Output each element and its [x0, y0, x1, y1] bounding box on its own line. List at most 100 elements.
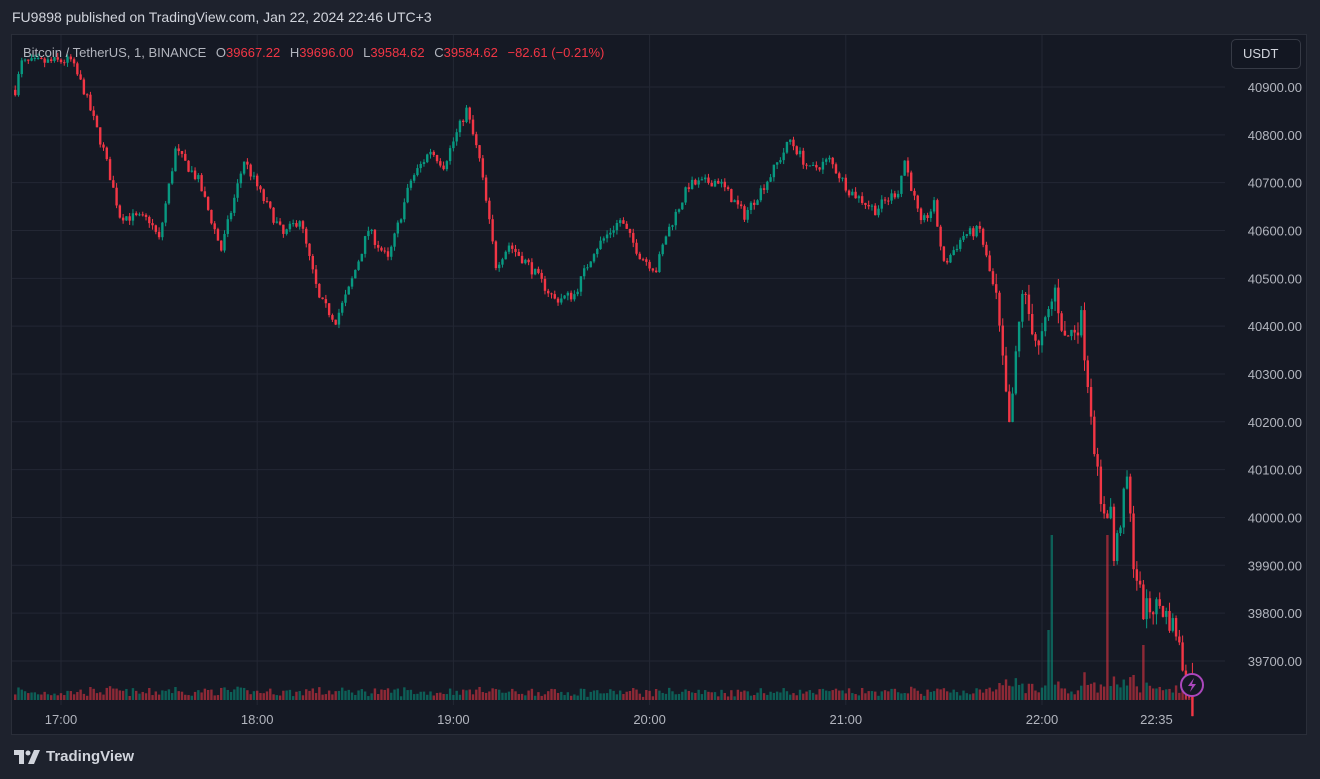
volume-bar: [782, 688, 785, 700]
volume-bar: [59, 693, 63, 700]
tradingview-logo[interactable]: TradingView: [14, 748, 134, 765]
candle-body: [360, 253, 364, 262]
candle-body: [184, 153, 187, 161]
volume-bar: [906, 693, 910, 700]
volume-bar: [553, 689, 556, 700]
volume-bar: [703, 690, 707, 700]
candle-body: [874, 205, 877, 216]
candle-body: [376, 244, 380, 248]
volume-bar: [148, 688, 151, 700]
volume-bar: [638, 693, 641, 700]
candle-body: [1080, 310, 1083, 336]
volume-bar: [475, 689, 478, 700]
volume-bar: [435, 692, 439, 700]
candle-body: [383, 250, 386, 252]
candle-body: [216, 229, 220, 241]
volume-bar: [504, 692, 507, 700]
volume-bar: [236, 686, 239, 700]
volume-bar: [808, 690, 812, 700]
volume-bar: [720, 689, 723, 700]
candle-body: [687, 187, 691, 189]
volume-bar: [1158, 686, 1161, 700]
volume-bar: [347, 689, 350, 700]
volume-bar: [1060, 688, 1063, 700]
alert-lightning-icon[interactable]: [1180, 673, 1204, 697]
candle-body: [167, 183, 171, 204]
volume-bar: [33, 692, 37, 700]
symbol-title[interactable]: Bitcoin / TetherUS, 1, BINANCE: [23, 45, 207, 60]
candle-body: [622, 220, 625, 224]
candle-body: [288, 223, 292, 230]
candle-body: [412, 175, 416, 181]
volume-bar: [305, 689, 308, 700]
volume-bar: [540, 695, 543, 700]
candle-body: [236, 183, 239, 198]
volume-bar: [874, 691, 877, 700]
candle-body: [762, 188, 766, 190]
candle-body: [409, 180, 413, 188]
volume-bar: [128, 695, 131, 700]
candle-body: [1083, 310, 1086, 361]
candle-body: [246, 161, 249, 165]
candle-body: [543, 278, 547, 291]
volume-bar: [288, 689, 292, 700]
candle-body: [697, 180, 700, 185]
volume-bar: [910, 686, 913, 700]
volume-bar: [658, 690, 661, 700]
volume-bar: [857, 695, 861, 700]
close-label: C: [434, 45, 444, 60]
volume-bar: [442, 693, 445, 700]
volume-bar: [213, 695, 216, 700]
volume-bar: [501, 692, 504, 700]
candle-body: [618, 220, 622, 224]
candle-body: [641, 259, 645, 261]
volume-bar: [651, 696, 655, 700]
publish-info: FU9898 published on TradingView.com, Jan…: [12, 9, 432, 25]
price-tick-label: 39900.00: [1248, 558, 1302, 573]
volume-bar: [478, 686, 481, 700]
volume-bar: [507, 691, 511, 700]
volume-bar: [429, 691, 432, 700]
candle-body: [1125, 476, 1129, 489]
volume-bar: [844, 693, 847, 700]
volume-bar: [1024, 693, 1027, 700]
candle-body: [916, 195, 919, 209]
volume-bar: [383, 689, 386, 700]
volume-bar: [707, 691, 710, 700]
candle-body: [1073, 329, 1076, 333]
candle-body: [272, 207, 275, 223]
candle-body: [1096, 454, 1099, 467]
volume-bar: [1099, 684, 1103, 700]
volume-bar: [1004, 679, 1008, 700]
candle-body: [354, 269, 357, 279]
candle-body: [654, 270, 658, 273]
volume-bar: [285, 690, 288, 700]
candle-body: [860, 196, 864, 203]
candle-body: [821, 161, 825, 170]
volume-bar: [762, 693, 766, 700]
candle-body: [341, 302, 344, 313]
candle-body: [1151, 612, 1155, 615]
volume-bar: [756, 692, 759, 700]
volume-bar: [664, 693, 668, 700]
candle-body: [1174, 618, 1178, 637]
volume-bar: [43, 691, 46, 700]
candle-body: [877, 208, 880, 216]
candle-body: [530, 262, 534, 275]
candle-body: [527, 259, 530, 263]
candle-body: [128, 216, 131, 221]
candle-body: [200, 175, 203, 192]
candle-body: [919, 208, 923, 221]
volume-bar: [1181, 686, 1184, 700]
volume-bar: [497, 689, 501, 700]
candle-body: [789, 139, 792, 142]
volume-bar: [36, 694, 40, 700]
candle-body: [426, 154, 429, 163]
candle-body: [1024, 293, 1027, 295]
candle-body: [40, 57, 43, 59]
candle-body: [661, 244, 664, 255]
volume-bar: [1142, 645, 1145, 700]
currency-unit-button[interactable]: USDT: [1231, 39, 1301, 69]
price-tick-label: 40100.00: [1248, 463, 1302, 478]
